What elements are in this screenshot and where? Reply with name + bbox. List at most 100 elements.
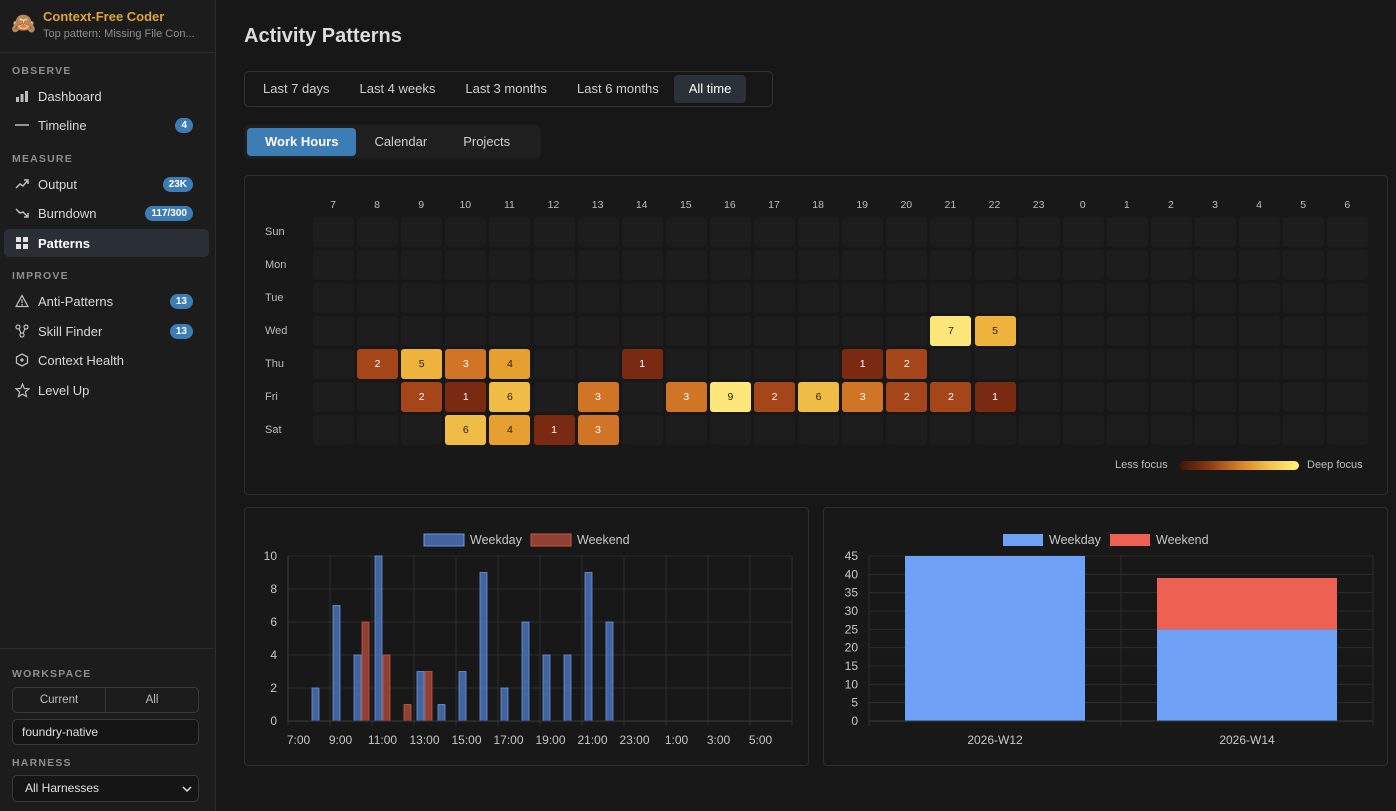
heatmap-cell[interactable] [974, 349, 1016, 379]
heatmap-cell[interactable] [1283, 415, 1325, 445]
heatmap-cell[interactable] [754, 250, 795, 280]
heatmap-cell[interactable] [1327, 415, 1369, 445]
heatmap-cell[interactable] [1062, 217, 1104, 247]
heatmap-cell[interactable] [1150, 217, 1192, 247]
heatmap-cell-active[interactable]: 5 [974, 316, 1016, 346]
heatmap-cell[interactable] [1327, 217, 1369, 247]
workspace-input[interactable]: foundry-native [12, 719, 199, 745]
heatmap-cell[interactable] [401, 415, 443, 445]
heatmap-cell[interactable] [930, 217, 972, 247]
tab-calendar[interactable]: Calendar [374, 134, 428, 149]
heatmap-cell[interactable] [313, 283, 354, 313]
sidebar-item-dashboard[interactable]: Dashboard [4, 82, 209, 110]
heatmap-cell-active[interactable]: 3 [577, 415, 619, 445]
heatmap-cell[interactable] [1106, 217, 1148, 247]
heatmap-cell[interactable] [533, 250, 575, 280]
heatmap-cell[interactable] [1239, 415, 1281, 445]
heatmap-cell[interactable] [1327, 283, 1369, 313]
heatmap-cell[interactable] [1150, 316, 1192, 346]
heatmap-cell[interactable] [1283, 349, 1325, 379]
heatmap-cell[interactable] [1327, 382, 1369, 412]
sidebar-item-context-health[interactable]: Context Health [4, 346, 209, 374]
heatmap-cell[interactable] [665, 316, 707, 346]
heatmap-cell[interactable] [1106, 283, 1148, 313]
heatmap-cell[interactable] [533, 316, 575, 346]
heatmap-cell-active[interactable]: 2 [754, 382, 795, 412]
workspace-all-button[interactable]: All [145, 694, 159, 706]
heatmap-cell[interactable] [1150, 250, 1192, 280]
heatmap-cell[interactable] [357, 250, 399, 280]
heatmap-cell-active[interactable]: 6 [489, 382, 531, 412]
heatmap-cell[interactable] [533, 283, 575, 313]
heatmap-cell[interactable] [621, 217, 663, 247]
heatmap-cell[interactable] [974, 217, 1016, 247]
heatmap-cell-active[interactable]: 2 [401, 382, 443, 412]
heatmap-cell[interactable] [1018, 250, 1060, 280]
heatmap-cell[interactable] [1062, 316, 1104, 346]
heatmap-cell[interactable] [577, 283, 619, 313]
heatmap-cell[interactable] [621, 283, 663, 313]
heatmap-cell[interactable] [842, 316, 884, 346]
heatmap-cell[interactable] [533, 349, 575, 379]
heatmap-cell[interactable] [930, 415, 972, 445]
heatmap-cell[interactable] [842, 415, 884, 445]
heatmap-cell-active[interactable]: 3 [842, 382, 884, 412]
heatmap-cell[interactable] [489, 316, 531, 346]
heatmap-cell[interactable] [974, 283, 1016, 313]
heatmap-cell[interactable] [357, 415, 399, 445]
heatmap-cell[interactable] [754, 316, 795, 346]
heatmap-cell-active[interactable]: 2 [886, 382, 928, 412]
heatmap-cell[interactable] [621, 316, 663, 346]
heatmap-cell[interactable] [886, 283, 928, 313]
heatmap-cell-active[interactable]: 1 [621, 349, 663, 379]
heatmap-cell[interactable] [1018, 382, 1060, 412]
heatmap-cell[interactable] [1327, 349, 1369, 379]
heatmap-cell[interactable] [621, 382, 663, 412]
heatmap-cell[interactable] [886, 415, 928, 445]
heatmap-cell[interactable] [709, 250, 751, 280]
workspace-current-button[interactable]: Current [13, 688, 106, 712]
heatmap-cell[interactable] [1195, 283, 1236, 313]
heatmap-cell[interactable] [313, 415, 354, 445]
heatmap-cell[interactable] [754, 349, 795, 379]
brand-header[interactable]: 🙈 Context-Free Coder Top pattern: Missin… [0, 0, 215, 53]
sidebar-item-patterns[interactable]: Patterns [4, 229, 209, 257]
heatmap-cell[interactable] [1150, 283, 1192, 313]
heatmap-cell[interactable] [1150, 349, 1192, 379]
heatmap-cell[interactable] [798, 316, 840, 346]
heatmap-cell[interactable] [401, 217, 443, 247]
heatmap-cell-active[interactable]: 1 [533, 415, 575, 445]
heatmap-cell-active[interactable]: 5 [401, 349, 443, 379]
heatmap-cell[interactable] [1239, 382, 1281, 412]
heatmap-cell[interactable] [1283, 283, 1325, 313]
sidebar-item-anti-patterns[interactable]: Anti-Patterns 13 [4, 287, 209, 315]
tab-all-time[interactable]: All time [673, 75, 747, 103]
heatmap-cell[interactable] [709, 217, 751, 247]
heatmap-cell[interactable] [798, 250, 840, 280]
heatmap-cell-active[interactable]: 2 [357, 349, 399, 379]
heatmap-cell[interactable] [842, 250, 884, 280]
heatmap-cell[interactable] [709, 283, 751, 313]
heatmap-cell[interactable] [357, 316, 399, 346]
heatmap-cell[interactable] [489, 250, 531, 280]
tab-work-hours[interactable]: Work Hours [247, 128, 357, 156]
heatmap-cell[interactable] [1327, 250, 1369, 280]
heatmap-cell[interactable] [665, 250, 707, 280]
heatmap-cell[interactable] [930, 283, 972, 313]
heatmap-cell[interactable] [313, 316, 354, 346]
tab-last-7-days[interactable]: Last 7 days [263, 81, 330, 96]
heatmap-cell[interactable] [1239, 349, 1281, 379]
heatmap-cell[interactable] [577, 217, 619, 247]
heatmap-cell[interactable] [1018, 415, 1060, 445]
heatmap-cell[interactable] [1062, 250, 1104, 280]
sidebar-item-output[interactable]: Output 23K [4, 170, 209, 198]
heatmap-cell[interactable] [1239, 217, 1281, 247]
heatmap-cell-active[interactable]: 7 [930, 316, 972, 346]
heatmap-cell[interactable] [1195, 217, 1236, 247]
heatmap-cell[interactable] [489, 217, 531, 247]
heatmap-cell[interactable] [1283, 250, 1325, 280]
heatmap-cell-active[interactable]: 6 [798, 382, 840, 412]
heatmap-cell[interactable] [1106, 415, 1148, 445]
heatmap-cell[interactable] [533, 217, 575, 247]
heatmap-cell[interactable] [930, 250, 972, 280]
